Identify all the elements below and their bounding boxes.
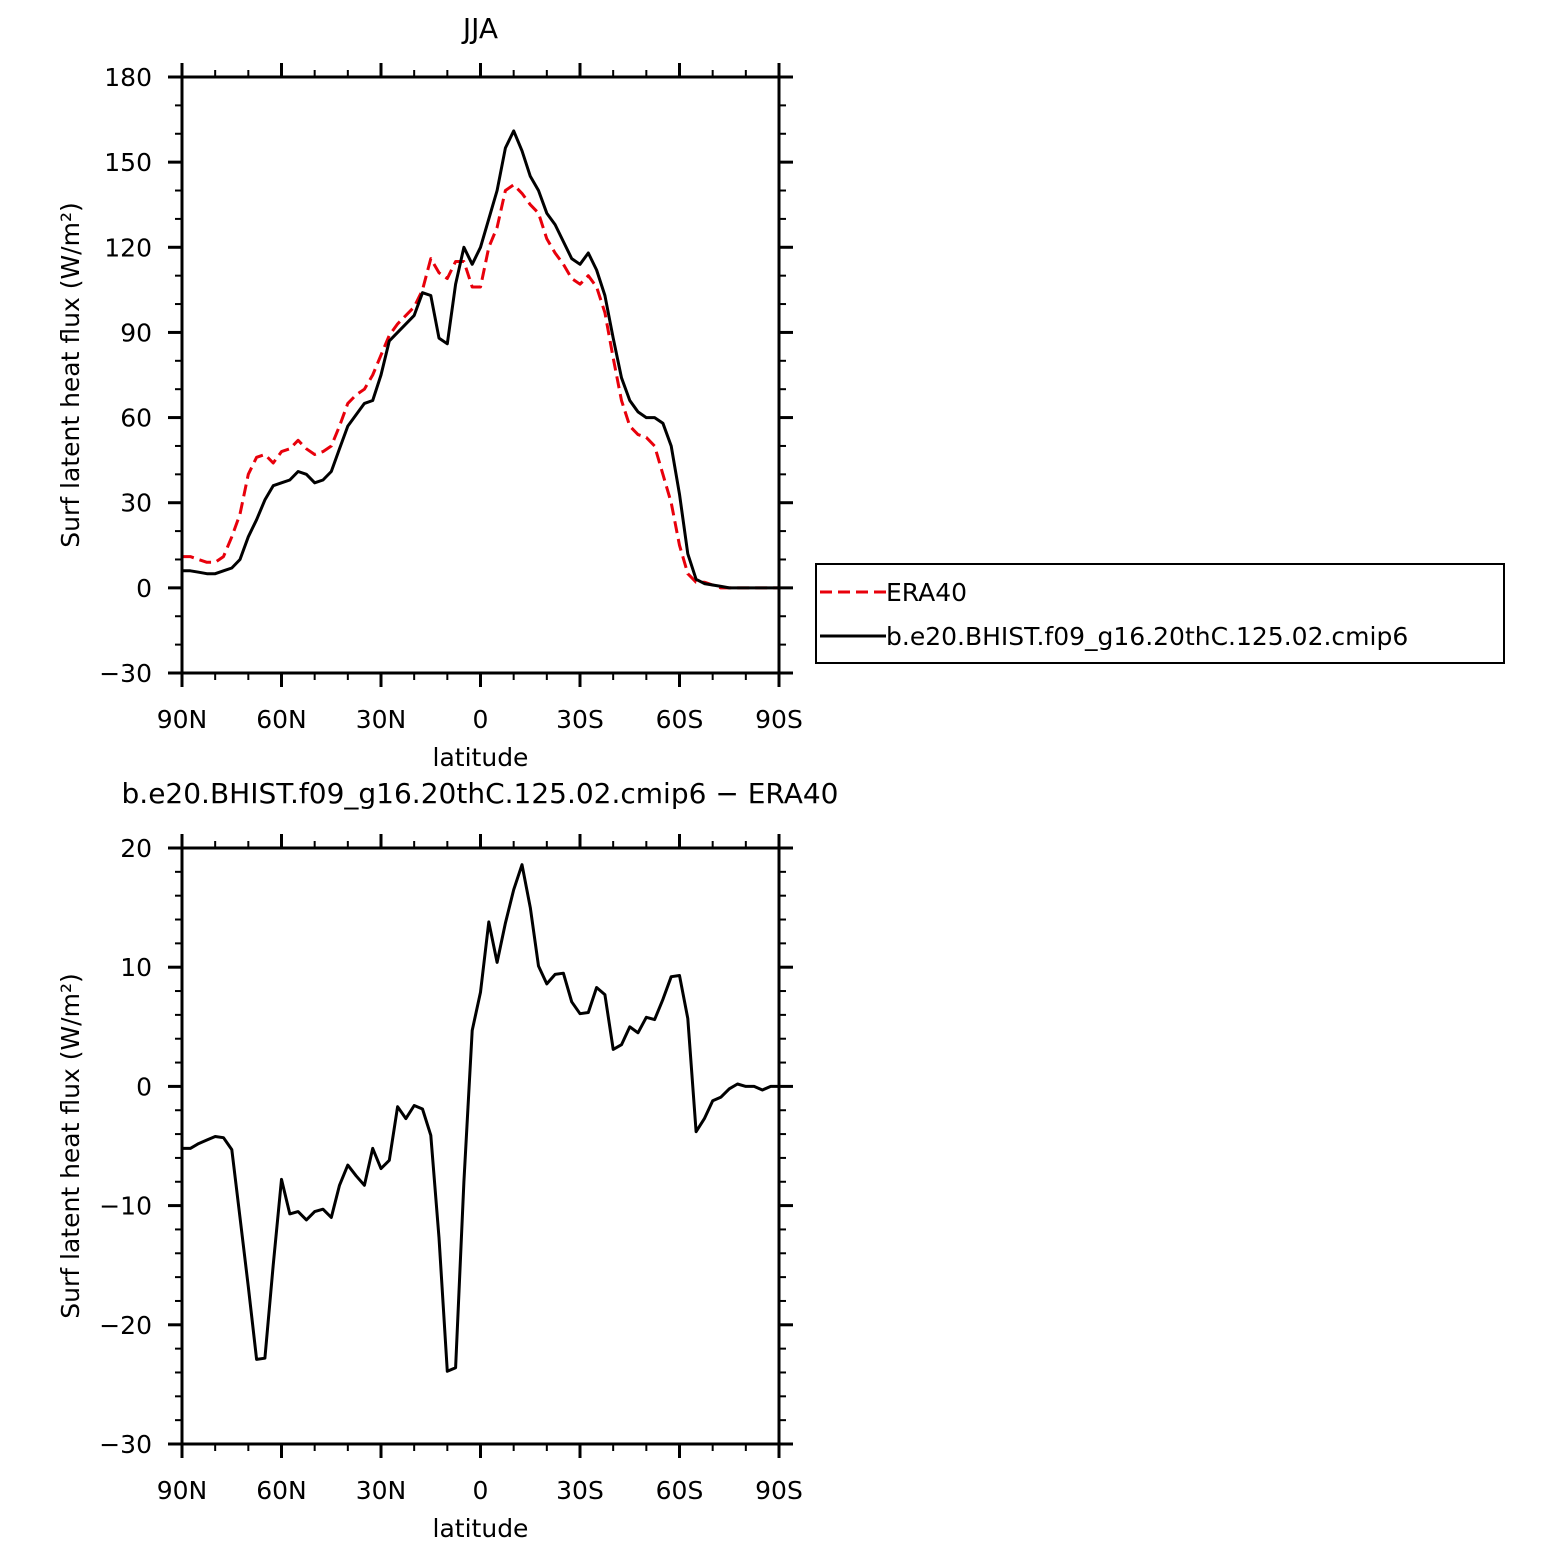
plot-frame <box>180 846 781 1446</box>
y-axis-title: Surf latent heat flux (W/m²) <box>56 973 85 1318</box>
y-axis-title: Surf latent heat flux (W/m²) <box>56 202 85 547</box>
x-tick-label: 0 <box>473 1476 489 1505</box>
series-line-0 <box>182 863 779 1373</box>
x-tick-label: 60N <box>256 705 307 734</box>
x-tick-label: 90N <box>157 1476 208 1505</box>
axes-group: −30 0 30 60 90 120 150 180 90N 60N 30N 0 30S 60S 90S <box>99 63 803 734</box>
y-tick-label: 10 <box>120 953 152 982</box>
x-tick-label: 90N <box>157 705 208 734</box>
x-tick-label: 30S <box>556 705 604 734</box>
x-tick-label: 60N <box>256 1476 307 1505</box>
x-tick-label: 30N <box>356 705 407 734</box>
y-tick-label: 60 <box>120 404 152 433</box>
y-tick-label: 120 <box>104 233 152 262</box>
series-group <box>182 863 779 1373</box>
plot-frame <box>180 75 781 675</box>
legend-box <box>815 563 1505 664</box>
y-tick-label: 0 <box>136 574 152 603</box>
series-line-1 <box>182 129 779 590</box>
y-tick-label: 0 <box>136 1072 152 1101</box>
y-tick-label: −10 <box>99 1192 152 1221</box>
legend: ERA40 b.e20.BHIST.f09_g16.20thC.125.02.c… <box>815 563 1505 664</box>
y-tick-label: 90 <box>120 318 152 347</box>
x-tick-label: 60S <box>656 1476 704 1505</box>
bottom-panel: b.e20.BHIST.f09_g16.20thC.125.02.cmip6 −… <box>56 777 838 1543</box>
x-tick-label: 60S <box>656 705 704 734</box>
y-tick-label: 180 <box>104 63 152 92</box>
chart-title: JJA <box>461 12 498 45</box>
legend-label-era40: ERA40 <box>886 578 967 607</box>
series-group <box>182 129 779 590</box>
x-tick-label: 0 <box>473 705 489 734</box>
y-tick-label: 30 <box>120 489 152 518</box>
x-tick-label: 30N <box>356 1476 407 1505</box>
y-tick-label: −30 <box>99 659 152 688</box>
x-axis-title: latitude <box>433 743 529 772</box>
x-tick-label: 90S <box>755 705 803 734</box>
x-tick-label: 90S <box>755 1476 803 1505</box>
legend-label-model: b.e20.BHIST.f09_g16.20thC.125.02.cmip6 <box>886 622 1408 651</box>
top-panel: JJA Surf latent heat flux (W/m²) latitud… <box>56 12 803 772</box>
series-line-0 <box>182 183 779 590</box>
y-tick-label: −30 <box>99 1430 152 1459</box>
x-axis-title: latitude <box>433 1514 529 1543</box>
y-tick-label: 150 <box>104 148 152 177</box>
chart-title: b.e20.BHIST.f09_g16.20thC.125.02.cmip6 −… <box>122 777 839 810</box>
y-tick-label: −20 <box>99 1311 152 1340</box>
x-tick-label: 30S <box>556 1476 604 1505</box>
axes-group: −30 −20 −10 0 10 20 90N 60N 30N 0 30S 60S 90S <box>99 834 803 1505</box>
y-tick-label: 20 <box>120 834 152 863</box>
